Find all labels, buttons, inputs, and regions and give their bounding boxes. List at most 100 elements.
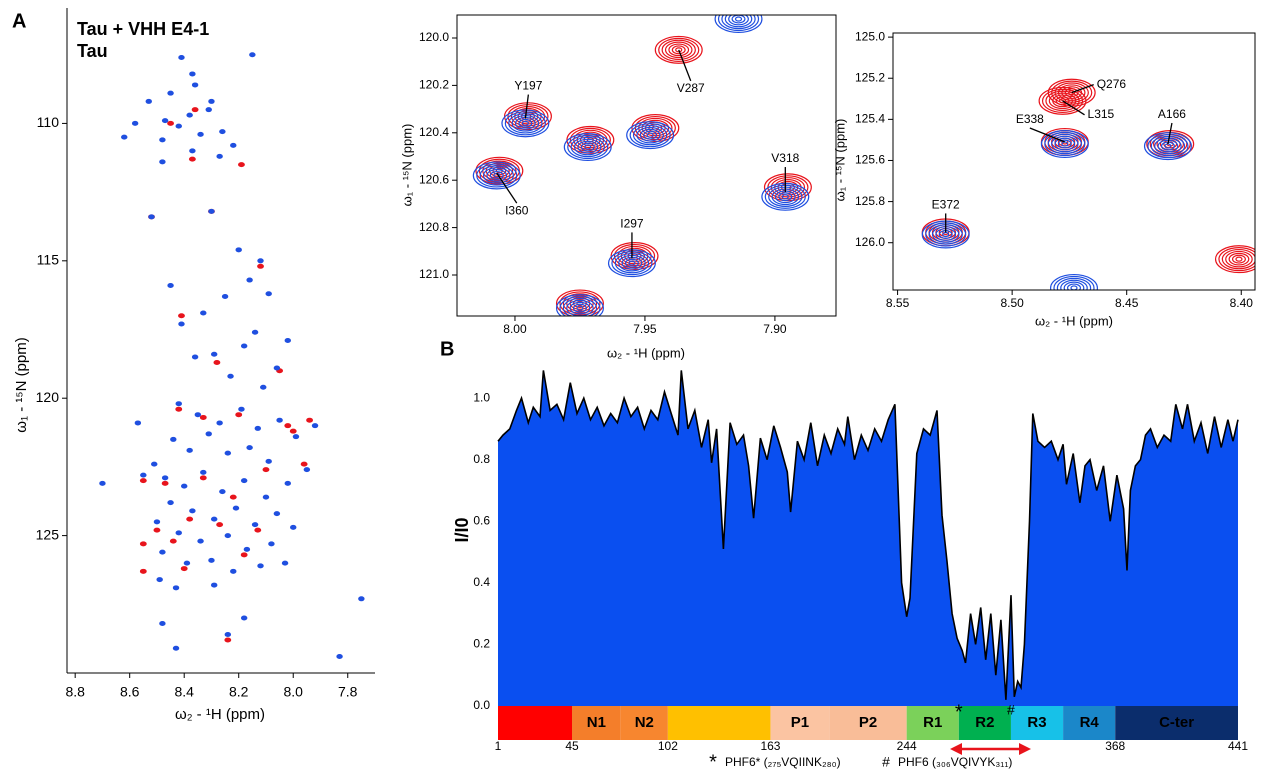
peak-label: E372 xyxy=(932,198,960,212)
peak xyxy=(219,129,226,135)
x-tick-label: 8.50 xyxy=(1000,296,1024,310)
peak xyxy=(265,458,272,464)
domain-label: N1 xyxy=(587,714,606,731)
y-tick-label: 125.8 xyxy=(855,194,885,208)
peak xyxy=(626,121,675,150)
contour-ring xyxy=(734,16,743,22)
contour-ring xyxy=(573,138,602,156)
peak xyxy=(186,447,193,453)
plot-frame xyxy=(456,14,837,317)
contour-ring xyxy=(576,305,584,311)
peak xyxy=(197,131,204,137)
contour-ring xyxy=(1060,279,1088,290)
domain-label: P2 xyxy=(859,714,877,731)
peak xyxy=(654,35,703,64)
leader-line xyxy=(1071,84,1094,94)
contour-ring xyxy=(781,194,789,200)
peak xyxy=(1040,130,1089,159)
peak xyxy=(1214,245,1255,274)
contour-ring xyxy=(731,15,746,24)
x-tick-label: 163 xyxy=(760,739,780,753)
peak xyxy=(273,511,281,517)
peak xyxy=(240,615,248,621)
contour-ring xyxy=(639,128,661,142)
x-tick-label: 7.95 xyxy=(633,322,657,336)
peak xyxy=(555,289,604,316)
peak xyxy=(121,134,128,140)
leader-line xyxy=(678,49,692,82)
domain-label: P1 xyxy=(791,714,809,731)
contour-ring xyxy=(671,45,686,55)
peak xyxy=(1050,273,1098,290)
peak-label: L315 xyxy=(1088,107,1115,121)
contour-ring xyxy=(577,140,599,154)
x-tick-label: 8.8 xyxy=(65,684,85,700)
peak xyxy=(563,133,612,162)
peak xyxy=(208,208,215,214)
peak xyxy=(167,90,174,96)
peak xyxy=(189,71,196,77)
peak xyxy=(216,522,224,528)
peak xyxy=(268,541,275,547)
peak xyxy=(178,54,185,60)
contour-ring xyxy=(643,130,658,140)
peak xyxy=(178,321,185,327)
footnote-text: PHF6* (₂₇₅VQIINK₂₈₀) xyxy=(725,755,841,769)
peak xyxy=(262,494,270,500)
peak xyxy=(139,568,147,574)
contour-ring xyxy=(559,291,601,316)
peak xyxy=(167,120,174,126)
y-axis-title: I/I0 xyxy=(452,517,472,542)
contour-ring xyxy=(721,15,756,30)
region-arrow xyxy=(950,743,1031,755)
contour-ring xyxy=(566,125,615,154)
peak xyxy=(159,159,166,165)
contour-ring xyxy=(501,109,550,138)
contour-ring xyxy=(1061,141,1069,147)
peak xyxy=(260,384,267,390)
contour-ring xyxy=(1147,133,1189,159)
contour-ring xyxy=(1058,98,1067,104)
y-tick-label: 110 xyxy=(37,114,60,130)
y-tick-label: 126.0 xyxy=(855,235,885,249)
peak xyxy=(262,467,270,473)
contour-ring xyxy=(714,15,763,34)
domain-label: R2 xyxy=(975,714,994,731)
contour-ring xyxy=(632,124,668,146)
footnote-symbol: # xyxy=(882,754,890,770)
footnote-text: PHF6 (₃₀₆VQIVYK₃₁₁) xyxy=(898,755,1012,769)
peak-label: A166 xyxy=(1158,107,1186,121)
contour-ring xyxy=(563,133,612,162)
contour-ring xyxy=(717,15,760,32)
contour-ring xyxy=(778,192,793,202)
peak xyxy=(161,118,169,124)
peak xyxy=(175,401,182,407)
peak xyxy=(232,505,240,511)
peak xyxy=(251,522,259,528)
contour-ring xyxy=(728,15,749,26)
domain xyxy=(1115,706,1238,740)
peak xyxy=(180,566,188,572)
peak xyxy=(175,123,182,129)
contour-ring xyxy=(1218,247,1255,272)
contour-ring xyxy=(562,293,598,314)
x-axis-title: ω₂ - ¹H (ppm) xyxy=(607,345,685,360)
peak-label: V287 xyxy=(677,81,705,95)
peak xyxy=(191,107,199,113)
peak xyxy=(555,294,604,316)
peak xyxy=(1038,86,1087,115)
peak-label: I297 xyxy=(620,217,644,231)
peak xyxy=(501,109,550,138)
x-tick-label: 8.45 xyxy=(1115,296,1139,310)
x-tick-label: 8.4 xyxy=(174,684,194,700)
contour-ring xyxy=(507,104,549,129)
legend-entry: Tau + VHH E4-1 xyxy=(77,19,209,39)
contour-ring xyxy=(1052,94,1073,108)
peak xyxy=(172,585,180,591)
peak xyxy=(199,414,207,420)
y-tick-label: 0.8 xyxy=(473,452,490,466)
contour-ring xyxy=(1228,252,1250,266)
peak xyxy=(216,153,223,159)
peak xyxy=(229,494,237,500)
footnote-symbol: * xyxy=(709,751,717,771)
